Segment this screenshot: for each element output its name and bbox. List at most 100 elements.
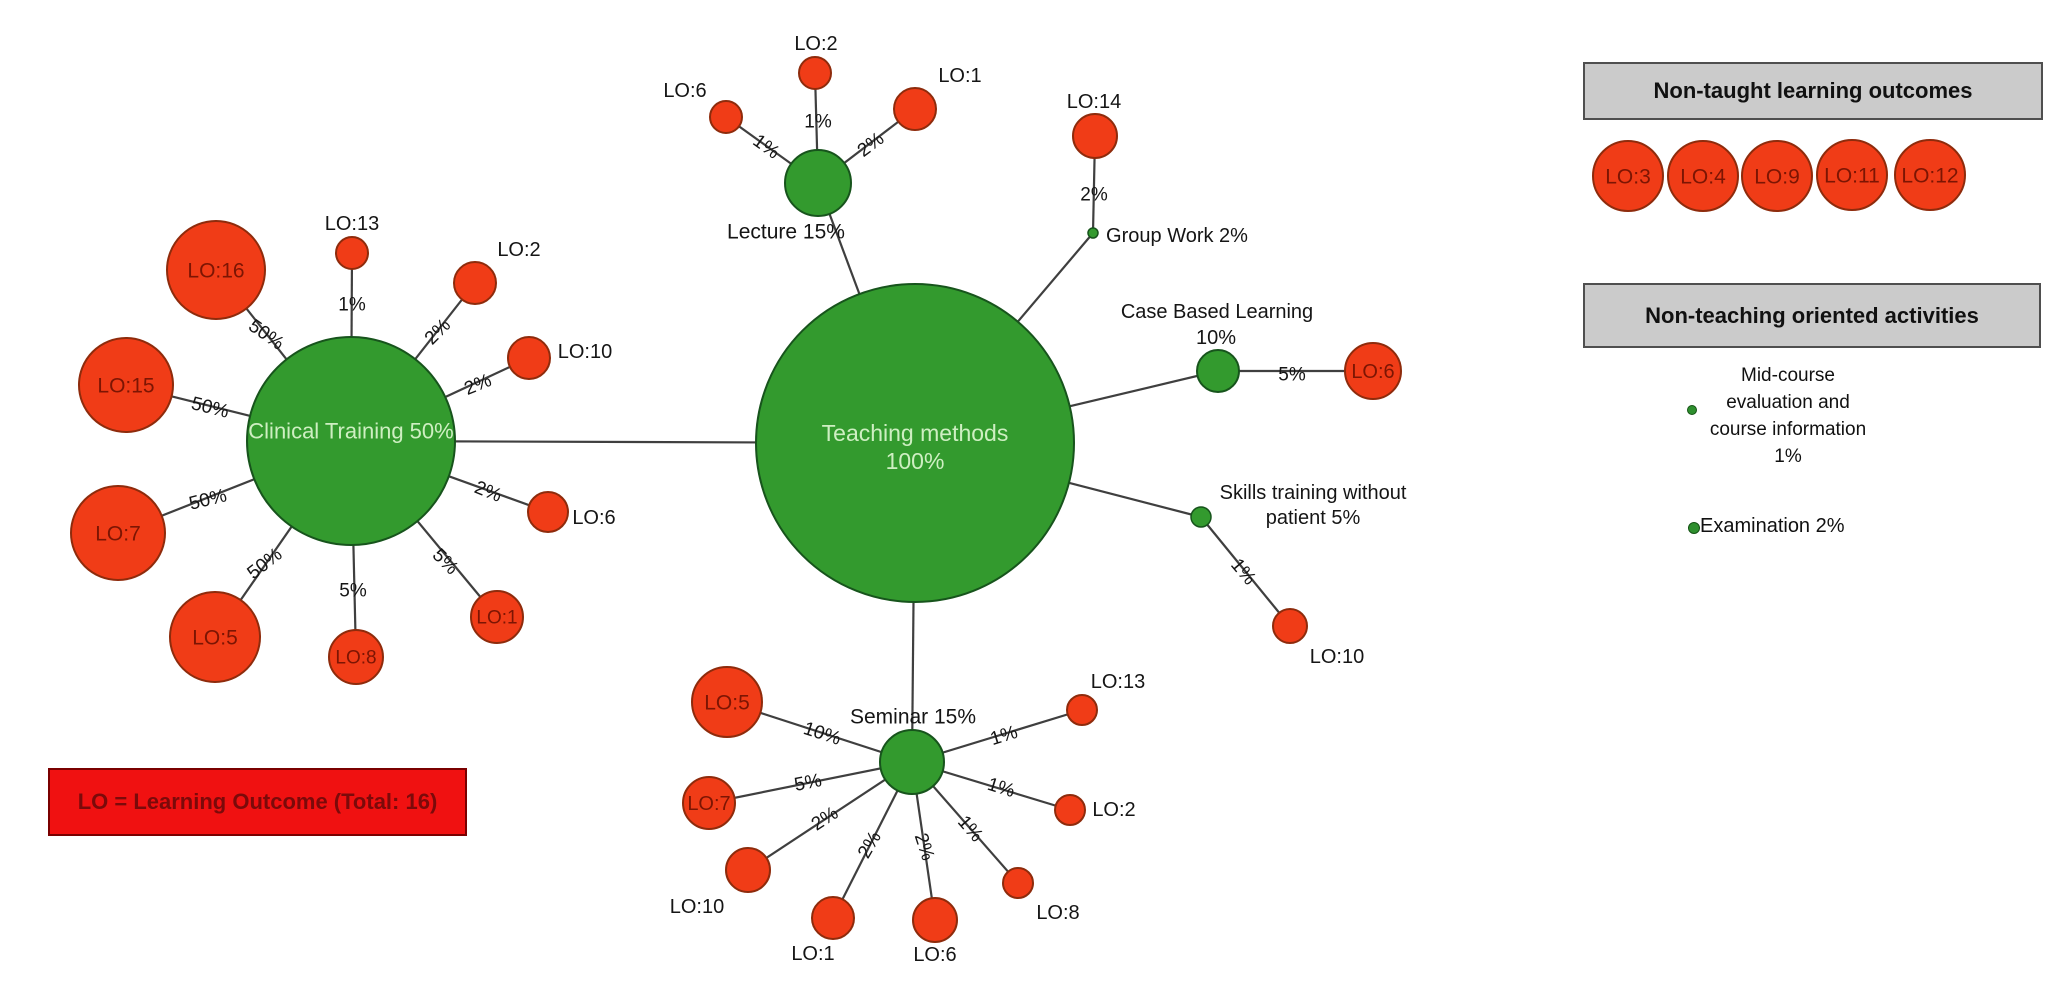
node-label-sem6: LO:6 bbox=[913, 944, 956, 966]
node-label-lec2: LO:2 bbox=[794, 33, 837, 55]
learning-outcome-node-leg4 bbox=[1667, 140, 1739, 212]
activity-node-sem bbox=[879, 729, 945, 795]
learning-outcome-node-sem10 bbox=[725, 847, 771, 893]
node-label-sem5: LO:5 bbox=[704, 692, 750, 715]
node-label-ct10: LO:10 bbox=[558, 341, 612, 363]
learning-outcome-node-ct16 bbox=[166, 220, 266, 320]
legend-mid-course-item: Mid-course evaluation and course informa… bbox=[1709, 365, 1867, 467]
node-label-ct: Clinical Training 50% bbox=[248, 419, 453, 444]
edge-label-sem-sem1: 2% bbox=[854, 828, 886, 862]
edge-label-ct-ct10: 2% bbox=[461, 370, 494, 400]
learning-outcome-node-ct8 bbox=[328, 629, 384, 685]
node-label-sk-1: patient 5% bbox=[1266, 507, 1361, 529]
learning-outcome-node-ct2 bbox=[453, 261, 497, 305]
legend-non-teaching-header: Non-teaching oriented activities bbox=[1583, 283, 2041, 348]
node-label-sem1: LO:1 bbox=[791, 943, 834, 965]
learning-outcome-node-sem7 bbox=[682, 776, 736, 830]
edge-label-lec-lec2: 1% bbox=[804, 112, 832, 133]
legend-non-teaching-title: Non-teaching oriented activities bbox=[1645, 302, 1979, 328]
edge-label-sem-sem7: 5% bbox=[793, 770, 824, 796]
edge-label-ct-ct13: 1% bbox=[338, 295, 366, 316]
edge-label-cbl-cbl6: 5% bbox=[1278, 365, 1306, 386]
node-label-ct16: LO:16 bbox=[187, 260, 244, 283]
node-label-leg12: LO:12 bbox=[1901, 165, 1958, 188]
edge-label-ct-ct8: 5% bbox=[339, 581, 367, 602]
learning-outcome-node-sem5 bbox=[691, 666, 763, 738]
lo-abbreviation-note-box: LO = Learning Outcome (Total: 16) bbox=[48, 768, 467, 836]
node-label-sk10: LO:10 bbox=[1310, 646, 1364, 668]
learning-outcome-node-sem6 bbox=[912, 897, 958, 943]
node-label-ct6: LO:6 bbox=[572, 507, 615, 529]
edge-label-sem-sem5: 10% bbox=[801, 718, 844, 750]
legend-non-taught-title: Non-taught learning outcomes bbox=[1653, 78, 1973, 103]
learning-outcome-node-leg3 bbox=[1592, 140, 1664, 212]
learning-outcome-node-ct15 bbox=[78, 337, 174, 433]
learning-outcome-node-lec6 bbox=[709, 100, 743, 134]
node-label-sem2: LO:2 bbox=[1092, 799, 1135, 821]
mid-course-dot-icon bbox=[1687, 405, 1697, 415]
activity-node-gw bbox=[1087, 227, 1099, 239]
node-label-leg3: LO:3 bbox=[1605, 166, 1651, 189]
node-label-ct13: LO:13 bbox=[325, 213, 379, 235]
edge-label-sem-sem2: 1% bbox=[985, 774, 1018, 802]
node-label-lo14: LO:14 bbox=[1067, 91, 1121, 113]
node-label-sem10: LO:10 bbox=[670, 896, 724, 918]
node-label-sem8: LO:8 bbox=[1036, 902, 1079, 924]
activity-node-cbl bbox=[1196, 349, 1240, 393]
node-label-sk: Skills training without bbox=[1220, 482, 1407, 504]
learning-outcome-node-sem1 bbox=[811, 896, 855, 940]
learning-outcome-node-leg11 bbox=[1816, 139, 1888, 211]
node-label-sem: Seminar 15% bbox=[850, 706, 976, 729]
learning-outcome-node-ct7 bbox=[70, 485, 166, 581]
learning-outcome-node-lec1 bbox=[893, 87, 937, 131]
node-label-ct15: LO:15 bbox=[97, 375, 154, 398]
node-label-tm: Teaching methods bbox=[822, 420, 1009, 446]
activity-node-lec bbox=[784, 149, 852, 217]
edge-label-lec-lec6: 1% bbox=[749, 130, 784, 163]
node-label-tm-1: 100% bbox=[886, 448, 945, 474]
learning-outcome-node-leg12 bbox=[1894, 139, 1966, 211]
learning-outcome-node-ct13 bbox=[335, 236, 369, 270]
learning-outcome-node-cbl6 bbox=[1344, 342, 1402, 400]
node-label-ct7: LO:7 bbox=[95, 523, 141, 546]
node-label-ct5: LO:5 bbox=[192, 627, 238, 650]
edge-label-sem-sem6: 2% bbox=[910, 831, 938, 864]
node-label-cbl-1: 10% bbox=[1196, 327, 1236, 349]
edge-label-ct-ct15: 50% bbox=[189, 393, 231, 423]
activity-node-ct bbox=[246, 336, 456, 546]
learning-outcome-node-ct6 bbox=[527, 491, 569, 533]
node-label-leg9: LO:9 bbox=[1754, 166, 1800, 189]
edge-label-sem-sem13: 1% bbox=[988, 722, 1021, 750]
edge-label-ct-ct1: 5% bbox=[428, 545, 462, 579]
node-label-lec: Lecture 15% bbox=[727, 221, 845, 244]
edge-label-ct-ct5: 50% bbox=[244, 544, 287, 584]
learning-outcome-node-sem2 bbox=[1054, 794, 1086, 826]
node-label-leg11: LO:11 bbox=[1824, 165, 1880, 188]
examination-dot-icon bbox=[1688, 522, 1700, 534]
learning-outcome-node-lo14 bbox=[1072, 113, 1118, 159]
learning-outcome-node-sem8 bbox=[1002, 867, 1034, 899]
node-label-leg4: LO:4 bbox=[1680, 166, 1726, 189]
node-label-lec6: LO:6 bbox=[663, 80, 706, 102]
learning-outcome-node-lec2 bbox=[798, 56, 832, 90]
legend-non-taught-header: Non-taught learning outcomes bbox=[1583, 62, 2043, 120]
node-label-ct2: LO:2 bbox=[497, 239, 540, 261]
learning-outcome-node-sk10 bbox=[1272, 608, 1308, 644]
node-label-sem7: LO:7 bbox=[687, 793, 730, 815]
node-label-ct8: LO:8 bbox=[335, 648, 376, 669]
node-label-gw: Group Work 2% bbox=[1106, 225, 1248, 247]
node-label-cbl: Case Based Learning bbox=[1121, 301, 1313, 323]
edge-label-sem-sem10: 2% bbox=[808, 803, 843, 836]
learning-outcome-node-ct5 bbox=[169, 591, 261, 683]
learning-outcome-node-leg9 bbox=[1741, 140, 1813, 212]
edge-label-ct-ct7: 50% bbox=[187, 485, 229, 515]
edge-label-ct-ct16: 50% bbox=[244, 315, 287, 354]
lo-abbreviation-note: LO = Learning Outcome (Total: 16) bbox=[77, 789, 438, 814]
edge-sem-sem7 bbox=[708, 760, 913, 805]
learning-outcome-node-ct10 bbox=[507, 336, 551, 380]
node-label-cbl6: LO:6 bbox=[1351, 361, 1394, 383]
edge-label-gw-lo14: 2% bbox=[1080, 185, 1108, 206]
activity-node-tm bbox=[755, 283, 1075, 603]
